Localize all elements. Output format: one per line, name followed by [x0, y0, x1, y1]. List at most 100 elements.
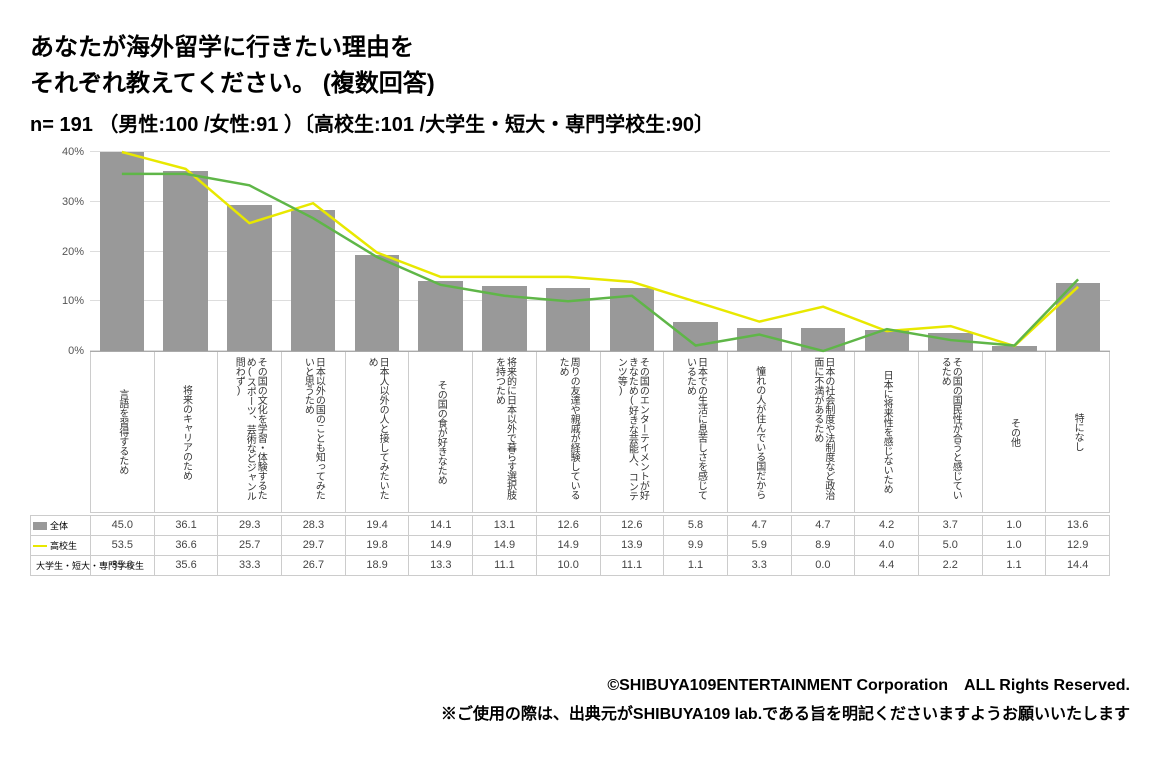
- x-label-slot: 日本に将来性を感じないため: [854, 352, 918, 512]
- data-cells: 35.635.633.326.718.913.311.110.011.11.13…: [90, 556, 1110, 575]
- chart-subtitle: n= 191 （男性:100 /女性:91 ）〔高校生:101 /大学生・短大・…: [30, 108, 1130, 137]
- line-overlay: [90, 152, 1110, 351]
- data-cell: 12.6: [536, 516, 600, 535]
- legend-cell: 大学生・短大・専門学校生: [30, 556, 90, 575]
- x-label-slot: その国のエンターテイメントが好きなため(好きな芸能人、コンテンツ等): [600, 352, 664, 512]
- data-cell: 33.3: [217, 556, 281, 575]
- data-cell: 12.9: [1045, 536, 1110, 555]
- data-table: 全体 45.036.129.328.319.414.113.112.612.65.…: [30, 515, 1110, 576]
- x-label-slot: 日本の社会制度や法制度など政治面に不満があるため: [791, 352, 855, 512]
- x-label-slot: 将来のキャリアのため: [154, 352, 218, 512]
- data-cell: 2.2: [918, 556, 982, 575]
- x-label-slot: 日本人以外の人と接してみたいため: [345, 352, 409, 512]
- data-cell: 13.9: [600, 536, 664, 555]
- x-label-slot: その他: [982, 352, 1046, 512]
- x-label-slot: 将来的に日本以外で暮らす選択肢を持つため: [472, 352, 536, 512]
- y-tick-label: 0%: [48, 345, 84, 357]
- x-label: 憧れの人が住んでいる国だから: [754, 366, 765, 499]
- x-label: その他: [1008, 418, 1019, 447]
- data-cell: 3.7: [918, 516, 982, 535]
- data-cell: 1.0: [982, 536, 1046, 555]
- line-series: [122, 174, 1078, 351]
- x-label-slot: 言語を習得するため: [90, 352, 154, 512]
- data-cell: 1.0: [982, 516, 1046, 535]
- data-cell: 12.6: [600, 516, 664, 535]
- data-cell: 25.7: [217, 536, 281, 555]
- x-label-slot: その国の食が好きなため: [408, 352, 472, 512]
- data-cell: 11.1: [600, 556, 664, 575]
- x-label-slot: 憧れの人が住んでいる国だから: [727, 352, 791, 512]
- x-label: 将来のキャリアのため: [181, 385, 192, 480]
- data-cell: 14.1: [408, 516, 472, 535]
- legend-swatch: [33, 522, 47, 530]
- x-label: 日本に将来性を感じないため: [881, 370, 892, 494]
- footer-line-2: ※ご使用の際は、出典元がSHIBUYA109 lab.である旨を明記くださいます…: [441, 701, 1130, 730]
- x-label: 日本以外の国のことも知ってみたいと思うため: [302, 357, 324, 507]
- data-cells: 53.536.625.729.719.814.914.914.913.99.95…: [90, 536, 1110, 555]
- data-cell: 1.1: [982, 556, 1046, 575]
- title-line-2: それぞれ教えてください。 (複数回答): [30, 66, 1130, 102]
- data-cell: 4.0: [854, 536, 918, 555]
- data-cell: 14.9: [472, 536, 536, 555]
- data-cell: 14.9: [536, 536, 600, 555]
- data-cell: 4.7: [791, 516, 855, 535]
- data-cell: 53.5: [90, 536, 154, 555]
- data-cell: 1.1: [663, 556, 727, 575]
- legend-cell: 高校生: [30, 536, 90, 555]
- data-cell: 18.9: [345, 556, 409, 575]
- y-tick-label: 30%: [48, 196, 84, 208]
- y-tick-label: 20%: [48, 246, 84, 258]
- title-line-1: あなたが海外留学に行きたい理由を: [30, 30, 1130, 66]
- data-cell: 35.6: [154, 556, 218, 575]
- data-cell: 8.9: [791, 536, 855, 555]
- data-cell: 35.6: [90, 556, 154, 575]
- data-cell: 14.9: [408, 536, 472, 555]
- data-cell: 13.3: [408, 556, 472, 575]
- x-label: 日本人以外の人と接してみたいため: [366, 357, 388, 507]
- data-cell: 5.0: [918, 536, 982, 555]
- legend-label: 高校生: [50, 539, 77, 552]
- data-cell: 36.1: [154, 516, 218, 535]
- data-cell: 26.7: [281, 556, 345, 575]
- legend-swatch: [33, 545, 47, 547]
- data-cell: 28.3: [281, 516, 345, 535]
- x-label-slot: その国の文化を学習・体験するため(スポーツ、芸術などジャンル問わず): [217, 352, 281, 512]
- data-cell: 13.1: [472, 516, 536, 535]
- x-label: その国の国民性が合うと感じているため: [939, 357, 961, 507]
- table-row: 全体 45.036.129.328.319.414.113.112.612.65.…: [30, 515, 1110, 535]
- footer-credits: ©SHIBUYA109ENTERTAINMENT Corporation ALL…: [441, 672, 1130, 730]
- table-row: 大学生・短大・専門学校生35.635.633.326.718.913.311.1…: [30, 555, 1110, 576]
- data-cell: 4.4: [854, 556, 918, 575]
- data-cell: 29.3: [217, 516, 281, 535]
- x-label: 将来的に日本以外で暮らす選択肢を持つため: [493, 357, 515, 507]
- x-label-slot: 周りの友達や親戚が経験しているため: [536, 352, 600, 512]
- chart-container: 0%10%20%30%40% 言語を習得するため 将来のキャリアのため その国の文化…: [90, 152, 1110, 513]
- data-cell: 9.9: [663, 536, 727, 555]
- data-cell: 4.7: [727, 516, 791, 535]
- footer-line-1: ©SHIBUYA109ENTERTAINMENT Corporation ALL…: [441, 672, 1130, 701]
- data-cell: 29.7: [281, 536, 345, 555]
- x-label-slot: 日本での生活に息苦しさを感じているため: [663, 352, 727, 512]
- data-cell: 19.8: [345, 536, 409, 555]
- data-cell: 0.0: [791, 556, 855, 575]
- y-tick-label: 40%: [48, 146, 84, 158]
- data-cell: 19.4: [345, 516, 409, 535]
- x-label: その国の文化を学習・体験するため(スポーツ、芸術などジャンル問わず): [233, 357, 266, 507]
- x-label-slot: 日本以外の国のことも知ってみたいと思うため: [281, 352, 345, 512]
- data-cell: 10.0: [536, 556, 600, 575]
- chart-title: あなたが海外留学に行きたい理由を それぞれ教えてください。 (複数回答): [30, 30, 1130, 102]
- data-cell: 14.4: [1045, 556, 1110, 575]
- x-label: その国の食が好きなため: [435, 380, 446, 485]
- plot-area: 0%10%20%30%40%: [90, 152, 1110, 352]
- y-tick-label: 10%: [48, 295, 84, 307]
- legend-label: 全体: [50, 519, 68, 532]
- data-cell: 5.8: [663, 516, 727, 535]
- x-label: 日本での生活に息苦しさを感じているため: [685, 357, 707, 507]
- data-cell: 3.3: [727, 556, 791, 575]
- line-series: [122, 152, 1078, 346]
- data-cell: 11.1: [472, 556, 536, 575]
- data-cell: 4.2: [854, 516, 918, 535]
- data-cells: 45.036.129.328.319.414.113.112.612.65.84…: [90, 516, 1110, 535]
- data-cell: 36.6: [154, 536, 218, 555]
- table-row: 高校生53.536.625.729.719.814.914.914.913.99…: [30, 535, 1110, 555]
